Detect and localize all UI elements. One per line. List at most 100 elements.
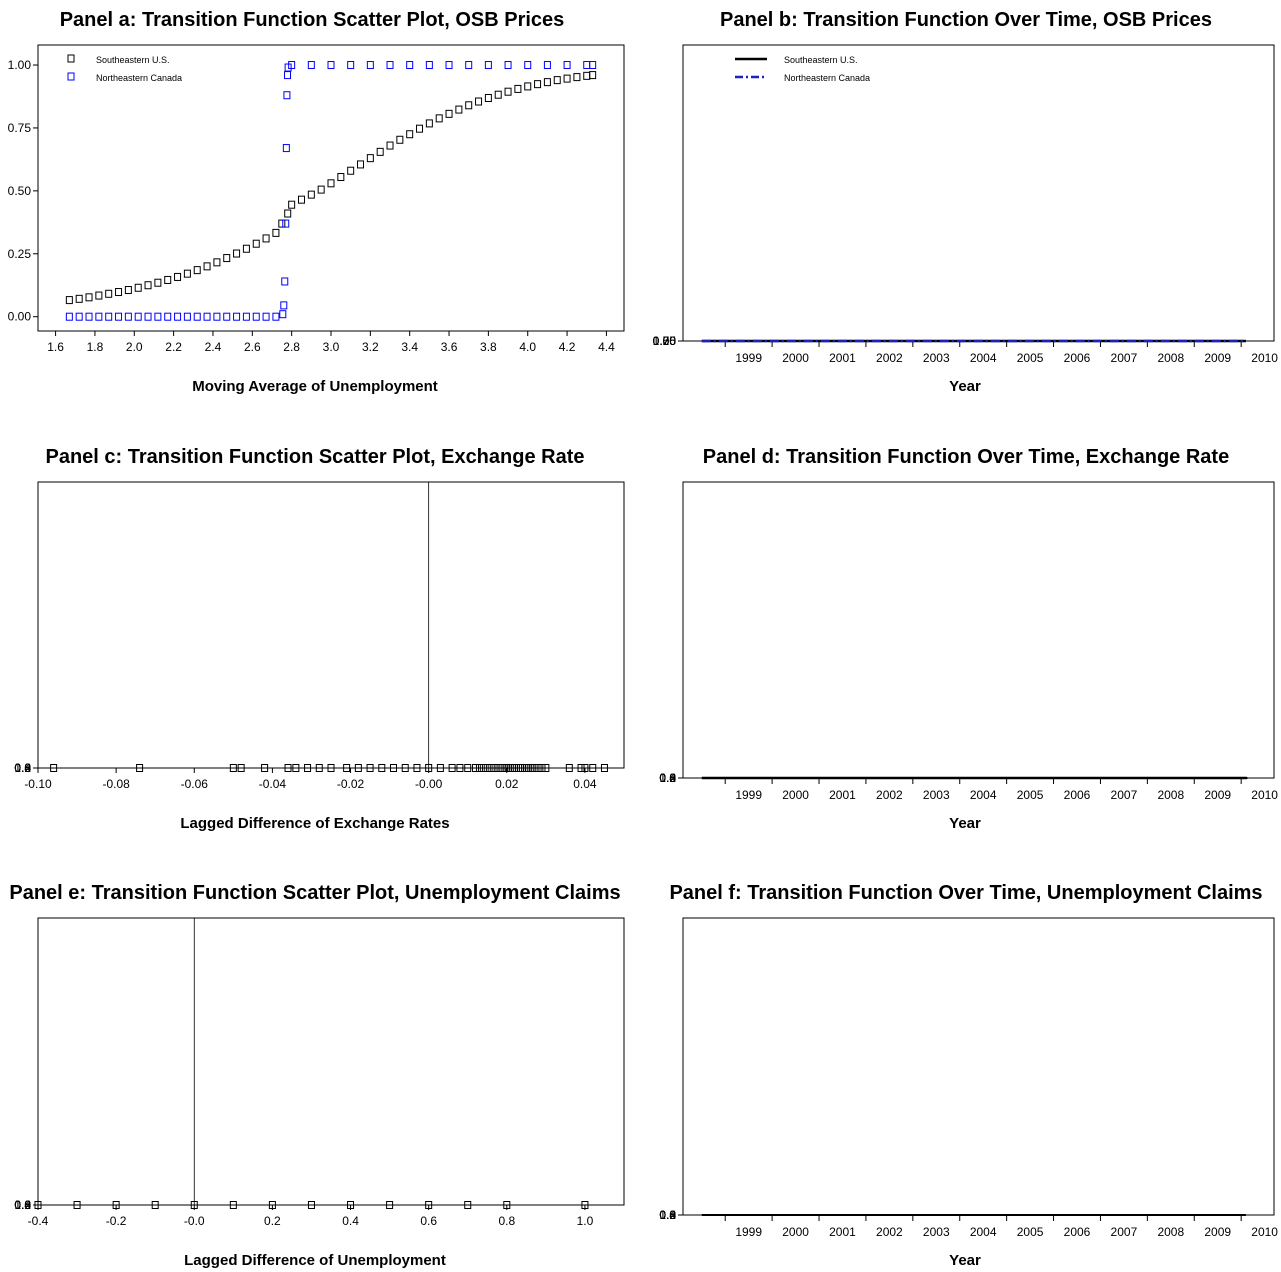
x-tick-label: -0.08 [102,777,130,791]
data-point [524,61,532,70]
x-tick-label: 2007 [1111,351,1138,365]
x-tick-label: -0.00 [415,777,443,791]
y-tick-label: 0.75 [8,121,32,135]
data-point [233,312,241,321]
data-point [203,262,211,271]
data-point [563,61,571,70]
data-point [288,200,296,209]
plot-frame [37,917,625,1206]
legend-label-northeast: Northeastern Canada [96,73,182,83]
panel-f-title: Panel f: Transition Function Over Time, … [669,882,1262,904]
y-tick-label: 0.0 [659,1208,676,1222]
y-tick-label: 0.8 [659,1208,676,1222]
data-point [174,312,182,321]
data-point [73,1201,81,1209]
data-point [315,764,323,772]
data-point [425,119,433,128]
data-point [242,244,250,253]
data-point [581,764,589,772]
data-point [435,114,443,123]
x-tick-label: 2007 [1111,788,1138,802]
y-tick-label: 1.0 [659,771,676,785]
data-point [261,764,269,772]
data-point [307,190,315,199]
data-point [327,61,335,70]
data-point [543,78,551,87]
data-point [278,219,286,228]
panel-a: Panel a: Transition Function Scatter Plo… [8,9,625,395]
data-point [252,312,260,321]
data-point [183,269,191,278]
data-point [416,124,424,133]
y-tick-label: 1.0 [14,1198,31,1212]
data-point [85,312,93,321]
y-tick-label: 0.50 [8,184,32,198]
data-point [484,61,492,70]
data-point [464,1201,472,1209]
x-tick-label: 2002 [876,788,903,802]
data-point [445,109,453,118]
data-point [190,1201,198,1209]
data-point [203,312,211,321]
panel-c: Panel c: Transition Function Scatter Plo… [14,446,625,832]
x-tick-label: 2004 [970,1225,997,1239]
data-point [589,764,597,772]
panel-d-xlabel: Year [949,815,981,832]
x-tick-label: 0.8 [498,1214,515,1228]
data-point [530,764,538,772]
panel-a-legend: Southeastern U.S. Northeastern Canada [67,54,182,83]
x-tick-label: 2006 [1064,351,1091,365]
x-tick-label: 2.6 [244,340,261,354]
x-tick-label: 2004 [970,788,997,802]
panel-e-title: Panel e: Transition Function Scatter Plo… [9,882,620,904]
data-point [573,73,581,82]
data-point [494,90,502,99]
data-point [297,195,305,204]
plot-frame [682,44,1275,342]
data-point [65,312,73,321]
data-point [304,764,312,772]
data-point [115,288,123,297]
y-tick-label: 0.8 [14,1198,31,1212]
data-point [600,764,608,772]
data-point [483,764,491,772]
data-point [307,1201,315,1209]
x-tick-label: 1999 [735,788,762,802]
data-point [223,254,231,263]
panel-b-xlabel: Year [949,378,981,395]
data-point [268,1201,276,1209]
data-point [124,312,132,321]
data-point [281,277,289,286]
data-point [354,764,362,772]
data-point [183,312,191,321]
data-point [283,91,291,100]
data-point [378,764,386,772]
x-tick-label: 2009 [1204,788,1231,802]
data-point [124,286,132,295]
x-tick-label: -0.04 [259,777,287,791]
y-tick-label: 0.75 [653,334,677,348]
panel-b: Panel b: Transition Function Over Time, … [653,9,1279,395]
x-tick-label: 2003 [923,788,950,802]
x-tick-label: 2005 [1017,351,1044,365]
data-point [164,312,172,321]
data-point [95,291,103,300]
y-tick-label: 0.4 [14,1198,31,1212]
data-point [223,312,231,321]
data-point [589,71,597,80]
data-point [347,1201,355,1209]
x-tick-label: 3.8 [480,340,497,354]
x-tick-label: 3.2 [362,340,379,354]
data-point [279,310,287,319]
data-point [524,82,532,91]
x-tick-label: 1.6 [47,340,64,354]
data-point [233,249,241,258]
x-tick-label: 2.2 [165,340,182,354]
y-tick-label: 1.00 [8,58,32,72]
data-point [34,1201,42,1209]
x-tick-label: 2006 [1064,1225,1091,1239]
data-point [386,141,394,150]
x-tick-label: 2010 [1251,351,1278,365]
data-point [284,71,292,80]
data-point [563,74,571,83]
